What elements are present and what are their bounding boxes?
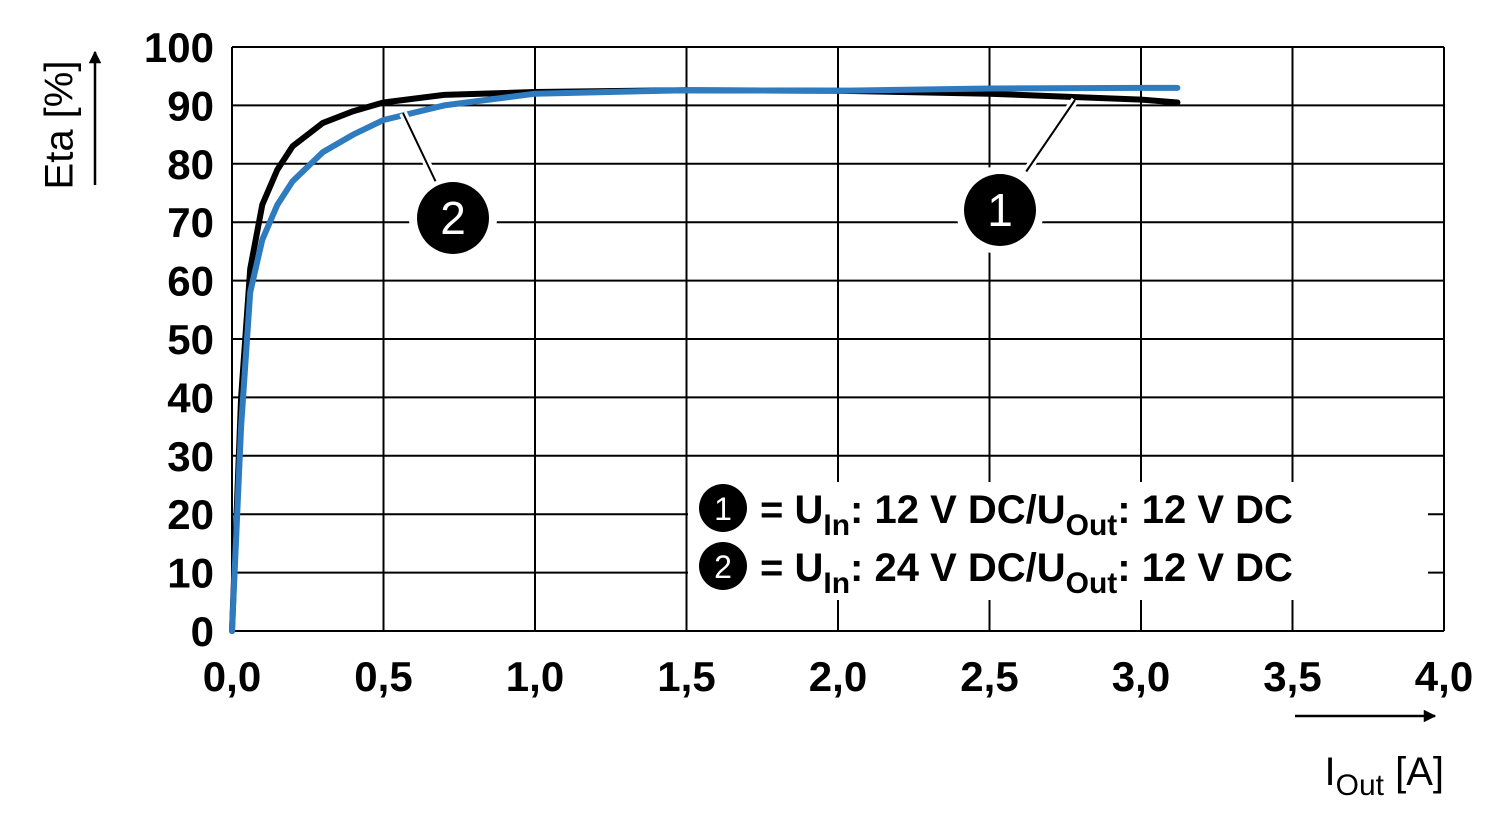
- series-line: [229, 84, 1181, 634]
- callout-leader: [1025, 99, 1076, 173]
- legend-label-part: : 12 V DC: [1117, 546, 1293, 590]
- x-tick-label: 0,5: [354, 653, 412, 700]
- legend-marker: [699, 542, 747, 590]
- legend-label-part: In: [823, 567, 850, 600]
- y-tick-label: 90: [167, 82, 214, 129]
- y-tick-label: 40: [167, 374, 214, 421]
- y-tick-label: 30: [167, 433, 214, 480]
- callout-leader: [402, 112, 437, 182]
- x-axis-label-part: Out: [1336, 769, 1385, 802]
- x-tick-label: 2,5: [960, 653, 1018, 700]
- legend-label: = UIn: 12 V DC/UOut: 12 V DC: [760, 488, 1293, 542]
- callout-marker: [964, 174, 1036, 246]
- y-axis-label: Eta [%]: [38, 61, 82, 190]
- y-tick-label: 20: [167, 491, 214, 538]
- legend-marker-number: 2: [714, 549, 732, 585]
- legend-label-part: Out: [1066, 509, 1118, 542]
- x-tick-label: 1,5: [657, 653, 715, 700]
- legend-label-part: = U: [760, 488, 823, 532]
- callout-number: 2: [440, 192, 466, 244]
- x-tick-label: 0,0: [203, 653, 261, 700]
- legend-label-part: = U: [760, 546, 823, 590]
- x-axis-label: IOut [A]: [1324, 750, 1444, 802]
- x-tick-label: 4,0: [1415, 653, 1473, 700]
- x-axis-label-part: [A]: [1384, 750, 1444, 794]
- y-tick-label: 10: [167, 550, 214, 597]
- y-tick-label: 50: [167, 316, 214, 363]
- x-tick-label: 3,5: [1263, 653, 1321, 700]
- y-tick-label: 80: [167, 141, 214, 188]
- legend-label-part: In: [823, 509, 850, 542]
- y-tick-label: 100: [144, 24, 214, 71]
- legend-label-part: : 24 V DC/U: [850, 546, 1066, 590]
- legend-label: = UIn: 24 V DC/UOut: 12 V DC: [760, 546, 1293, 600]
- x-tick-label: 3,0: [1112, 653, 1170, 700]
- x-axis-label-part: I: [1324, 750, 1335, 794]
- callout-marker: [417, 182, 489, 254]
- callout-number: 1: [987, 184, 1013, 236]
- y-tick-label: 60: [167, 258, 214, 305]
- y-tick-label: 70: [167, 199, 214, 246]
- legend-label-part: Out: [1066, 567, 1118, 600]
- legend-marker-number: 1: [714, 491, 732, 527]
- legend-marker: [699, 484, 747, 532]
- legend-label-part: : 12 V DC: [1117, 488, 1293, 532]
- y-tick-label: 0: [191, 608, 214, 655]
- legend-label-part: : 12 V DC/U: [850, 488, 1066, 532]
- x-tick-label: 2,0: [809, 653, 867, 700]
- x-tick-label: 1,0: [506, 653, 564, 700]
- legend-box: [688, 482, 1428, 600]
